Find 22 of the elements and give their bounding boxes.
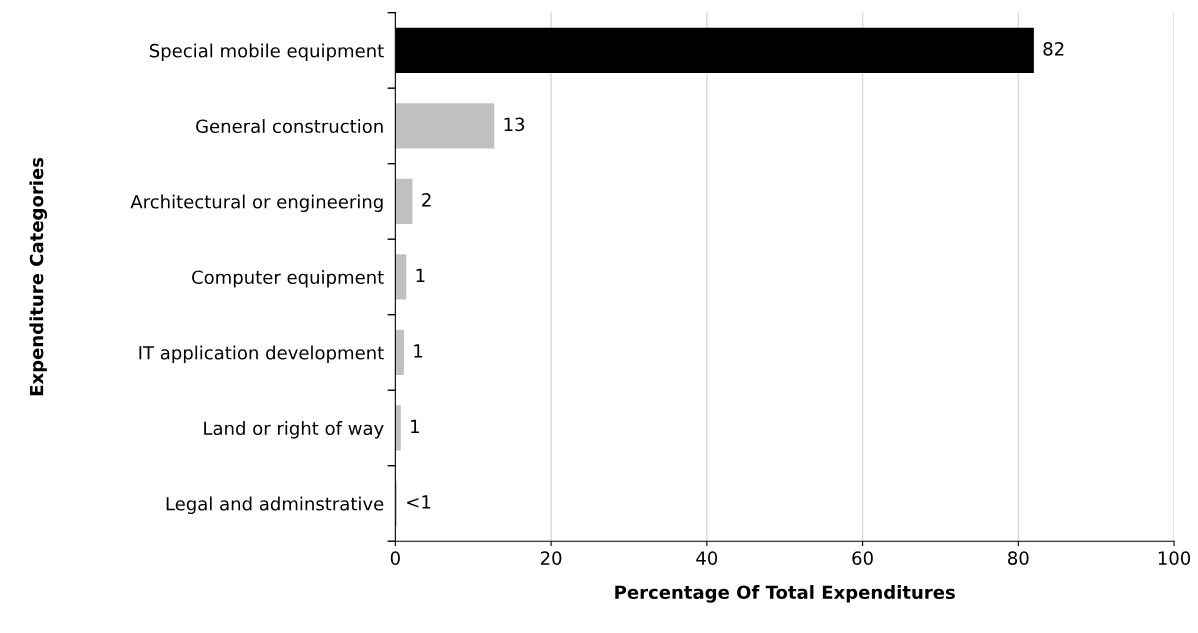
data-label: 1 xyxy=(416,268,425,282)
data-label: 13 xyxy=(504,117,525,132)
y-axis-title: Expenditure Categories xyxy=(29,157,48,396)
x-tick-label: 80 xyxy=(1008,551,1029,565)
x-tick-label: 40 xyxy=(696,551,718,565)
x-tick-label: 20 xyxy=(540,551,562,565)
data-label: 2 xyxy=(422,193,431,207)
x-tick-label: 60 xyxy=(852,551,873,565)
y-tick-label: Computer equipment xyxy=(192,270,384,288)
data-label: 1 xyxy=(414,344,423,358)
y-tick-label: Legal and adminstrative xyxy=(166,496,384,515)
data-label: 82 xyxy=(1043,42,1064,56)
y-tick-label: General construction xyxy=(196,119,383,134)
y-tick-label: Land or right of way xyxy=(204,421,384,439)
y-tick-label: IT application development xyxy=(139,345,384,364)
x-axis-title: Percentage Of Total Expenditures xyxy=(615,585,955,603)
x-tick-label: 0 xyxy=(390,551,400,565)
x-tick-label: 100 xyxy=(1158,551,1191,565)
data-label: 1 xyxy=(411,419,419,433)
y-tick-label: Special mobile equipment xyxy=(149,43,384,62)
y-tick-label: Architectural or engineering xyxy=(130,194,383,213)
data-label: <1 xyxy=(407,495,431,509)
